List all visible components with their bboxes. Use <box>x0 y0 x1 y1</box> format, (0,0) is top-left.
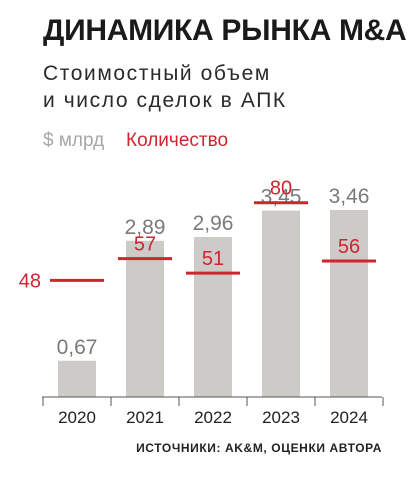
bar-2023 <box>262 210 300 397</box>
bar-2020 <box>58 360 96 397</box>
bar-value-label-2024: 3,46 <box>329 185 370 208</box>
subtitle-line-1: Стоимостный объем <box>43 62 271 85</box>
x-tick-label-2024: 2024 <box>330 408 368 427</box>
bar-2022 <box>194 237 232 397</box>
count-label-2022: 51 <box>202 248 224 270</box>
bar-value-label-2021: 2,89 <box>125 216 166 239</box>
count-label-2024: 56 <box>338 236 360 258</box>
count-label-2020: 48 <box>19 270 41 292</box>
legend-usd: $ млрд <box>43 130 105 151</box>
count-label-2021: 57 <box>134 234 156 256</box>
count-label-2023: 80 <box>270 178 292 200</box>
chart-subtitle: Стоимостный объем и число сделок в АПК <box>43 60 287 114</box>
source-note: ИСТОЧНИКИ: AK&M, ОЦЕНКИ АВТОРА <box>136 441 382 455</box>
chart-title: ДИНАМИКА РЫНКА M&A <box>43 14 407 47</box>
bar-2024 <box>330 210 368 397</box>
bar-value-label-2020: 0,67 <box>57 336 98 359</box>
bar-2021 <box>126 240 164 397</box>
subtitle-line-2: и число сделок в АПК <box>43 89 287 112</box>
x-tick-label-2022: 2022 <box>194 408 232 427</box>
x-tick-label-2023: 2023 <box>262 408 300 427</box>
legend-count: Количество <box>126 130 229 151</box>
x-tick-label-2020: 2020 <box>58 408 96 427</box>
x-tick-label-2021: 2021 <box>126 408 164 427</box>
bar-value-label-2022: 2,96 <box>193 212 234 235</box>
